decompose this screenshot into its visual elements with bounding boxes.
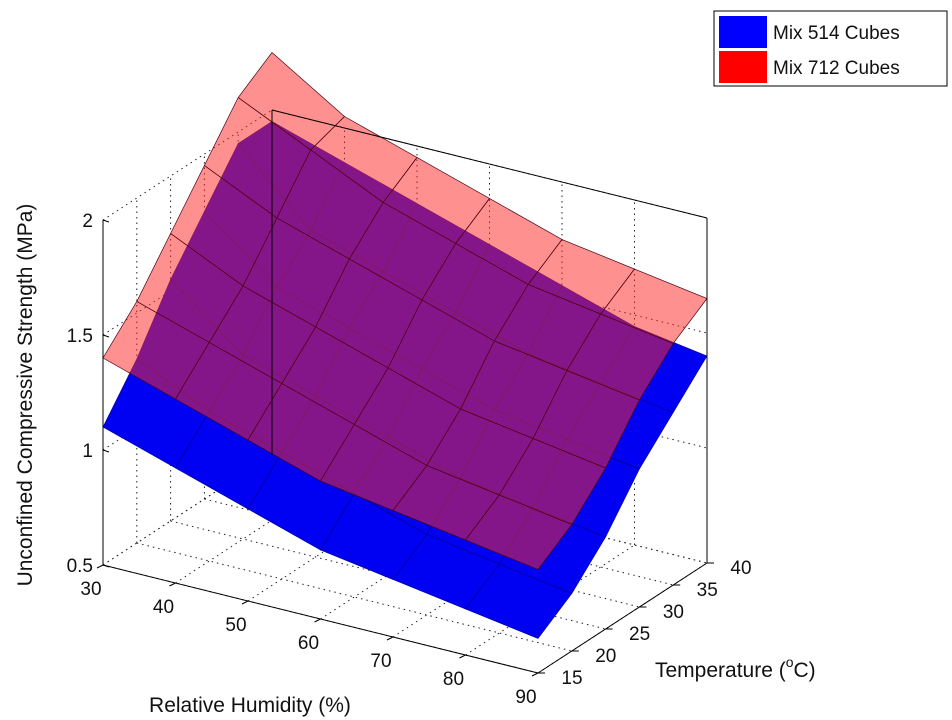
x-tick-mark <box>241 600 249 605</box>
y-tick-label: 40 <box>730 558 751 579</box>
x-tick-label: 50 <box>225 615 246 636</box>
y-tick-label: 35 <box>697 580 718 601</box>
x-tick-label: 30 <box>80 579 101 600</box>
surface-layer <box>102 51 708 639</box>
x-tick-mark <box>386 636 394 641</box>
x-tick-mark <box>314 618 321 623</box>
left-wall-gridline-z <box>102 109 273 221</box>
x-tick-label: 90 <box>515 687 536 708</box>
z-tick-mark <box>102 334 110 338</box>
floor-gridline-x <box>102 454 273 566</box>
z-tick-label: 2 <box>82 211 93 232</box>
z-tick-label: 1 <box>82 441 93 462</box>
box-edge-y-axis <box>537 562 708 674</box>
y-axis-label-unit: C) <box>794 659 816 682</box>
legend-label-mix-514: Mix 514 Cubes <box>773 23 900 44</box>
x-tick-mark <box>459 654 466 659</box>
surface-patch-mix-514 <box>465 563 573 639</box>
legend-label-mix-712: Mix 712 Cubes <box>773 58 900 79</box>
x-tick-mark <box>531 672 539 677</box>
y-axis-label-degree: o <box>786 654 794 670</box>
floor-gridline-x <box>465 544 635 656</box>
x-tick-mark <box>96 564 104 569</box>
x-tick-label: 70 <box>370 651 391 672</box>
legend: Mix 514 Cubes Mix 712 Cubes <box>713 10 948 87</box>
x-tick-label: 60 <box>298 633 319 654</box>
y-tick-label: 30 <box>663 602 684 623</box>
x-tick-label: 80 <box>443 669 464 690</box>
x-tick-label: 40 <box>153 597 174 618</box>
tick-labels: 30 40 50 60 70 80 90 15 20 25 30 35 40 0.5 1 1.5 2 <box>67 211 752 708</box>
z-tick-mark <box>102 219 110 223</box>
y-axis-label-main: Temperature ( <box>655 659 786 682</box>
y-tick-label: 25 <box>629 624 650 645</box>
z-axis-label: Unconfined Compressive Strength (MPa) <box>14 204 37 587</box>
z-tick-mark <box>102 449 110 453</box>
y-axis-label: Temperature (oC) <box>655 654 816 682</box>
surface-patch-mix-712 <box>464 494 573 570</box>
x-tick-mark <box>169 582 176 587</box>
z-tick-label: 0.5 <box>67 556 93 577</box>
box-edge-top-back <box>271 109 708 219</box>
legend-swatch-mix-712 <box>719 51 767 83</box>
floor-gridline-x <box>247 490 418 602</box>
y-tick-label: 20 <box>595 646 616 667</box>
z-tick-label: 1.5 <box>67 326 93 347</box>
y-tick-label: 15 <box>561 668 582 689</box>
z-tick-mark <box>102 564 110 568</box>
floor-gridline-x <box>320 508 490 620</box>
floor-gridline-x <box>175 472 345 584</box>
x-axis-label: Relative Humidity (%) <box>149 694 351 717</box>
floor-gridline-x <box>392 526 563 638</box>
legend-swatch-mix-514 <box>719 16 767 48</box>
